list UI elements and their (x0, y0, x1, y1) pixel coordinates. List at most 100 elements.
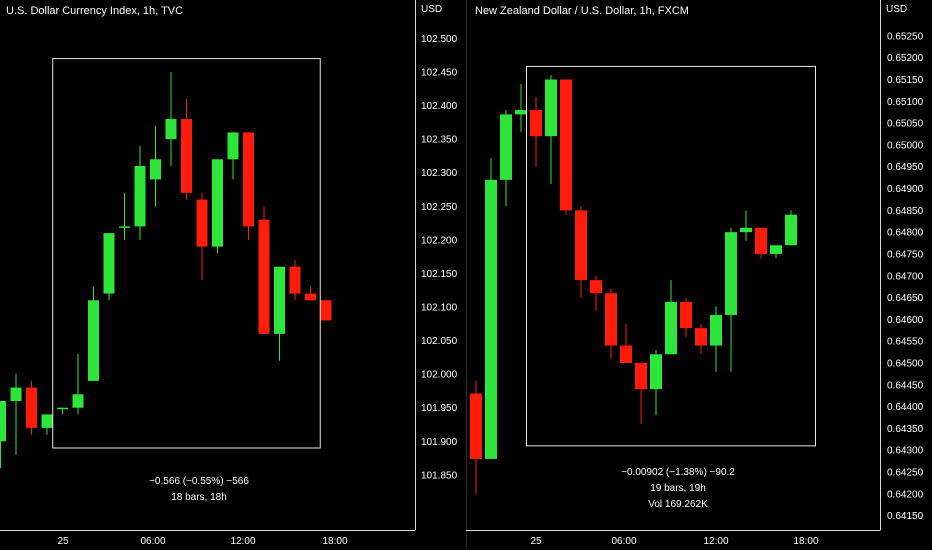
right-candle-body (725, 232, 737, 316)
right-y-tick-label: 0.65100 (887, 97, 924, 108)
left-candle-body (289, 266, 301, 294)
left-y-tick-label: 101.900 (421, 437, 458, 448)
left-y-tick-label: 102.300 (421, 168, 458, 179)
left-y-tick-label: 102.350 (421, 135, 458, 146)
left-candle-body (181, 119, 192, 193)
right-y-tick-label: 0.64200 (887, 489, 924, 500)
left-candle-body (150, 159, 161, 180)
right-candle-body (740, 227, 752, 233)
left-measure-stats: −0.566 (−0.55%) −566 18 bars, 18h (149, 474, 249, 506)
right-x-tick-label: 25 (530, 536, 542, 547)
right-x-tick-label: 12:00 (703, 536, 728, 547)
left-candle-body (305, 293, 316, 301)
left-candle-body (258, 219, 270, 334)
left-x-tick-label: 06:00 (140, 536, 165, 547)
left-measure-bars: 18 bars, 18h (171, 492, 227, 503)
left-candle-body (0, 401, 6, 442)
right-measure-volume: Vol 169.262K (648, 499, 708, 510)
left-candle-body (165, 119, 177, 140)
right-candle-body (500, 114, 512, 180)
right-y-tick-label: 0.65000 (887, 140, 924, 151)
right-x-tick-label: 18:00 (793, 536, 818, 547)
right-y-tick-label: 0.64400 (887, 402, 924, 413)
right-y-tick-label: 0.64950 (887, 162, 924, 173)
right-y-tick-label: 0.64800 (887, 228, 924, 239)
right-candle-body (770, 245, 782, 254)
left-y-tick-label: 102.250 (421, 202, 458, 213)
right-candle-body (680, 301, 692, 329)
left-y-tick-label: 102.000 (421, 370, 458, 381)
left-y-tick-label: 102.150 (421, 269, 458, 280)
right-y-tick-label: 0.64750 (887, 249, 924, 260)
right-y-tick-label: 0.64650 (887, 293, 924, 304)
left-candle-body (243, 132, 254, 227)
right-y-tick-label: 0.65050 (887, 119, 924, 130)
left-candle-body (196, 199, 208, 247)
right-y-tick-label: 0.64250 (887, 468, 924, 479)
right-candle-body (590, 280, 602, 294)
right-measure-stats: −0.00902 (−1.38%) −90.2 19 bars, 19h Vol… (621, 465, 735, 513)
right-candle-body (575, 210, 587, 281)
right-y-tick-label: 0.64450 (887, 380, 924, 391)
left-candle-body (88, 300, 99, 381)
left-x-tick-label: 18:00 (322, 536, 347, 547)
left-candle-body (227, 132, 239, 160)
left-y-tick-label: 101.850 (421, 470, 458, 481)
right-y-tick-label: 0.64150 (887, 511, 924, 522)
left-y-tick-label: 102.400 (421, 101, 458, 112)
right-candle-body (485, 179, 497, 459)
left-candle-body (212, 159, 223, 247)
right-candle-body (470, 393, 482, 459)
left-measure-box (52, 58, 321, 449)
right-y-tick-label: 0.64600 (887, 315, 924, 326)
right-chart-title: New Zealand Dollar / U.S. Dollar, 1h, FX… (475, 5, 689, 17)
right-candle-body (710, 315, 722, 346)
left-y-tick-label: 101.950 (421, 403, 458, 414)
left-candle-body (72, 394, 84, 408)
right-y-tick-label: 0.64500 (887, 358, 924, 369)
right-candle-body (560, 79, 572, 211)
right-candle-body (620, 345, 632, 363)
left-candle-body (320, 300, 332, 321)
left-y-tick-label: 102.200 (421, 235, 458, 246)
left-y-tick-label: 102.100 (421, 303, 458, 314)
right-candle-body (635, 362, 647, 390)
left-candle-body (274, 266, 285, 334)
left-measure-change: −0.566 (−0.55%) −566 (149, 476, 249, 487)
right-measure-change: −0.00902 (−1.38%) −90.2 (621, 467, 735, 478)
left-candle-body (119, 226, 130, 228)
left-currency-label: USD (421, 4, 443, 15)
right-y-tick-label: 0.64900 (887, 184, 924, 195)
left-candle-body (41, 414, 53, 428)
left-candle-body (134, 166, 146, 227)
right-y-tick-label: 0.64850 (887, 206, 924, 217)
right-y-tick-label: 0.64700 (887, 271, 924, 282)
left-x-tick-label: 25 (57, 536, 69, 547)
right-y-tick-label: 0.64550 (887, 337, 924, 348)
right-candle-body (695, 328, 707, 346)
right-measure-box (526, 65, 816, 447)
left-candle-body (26, 387, 37, 428)
right-y-tick-label: 0.65250 (887, 31, 924, 42)
right-candle-body (650, 354, 662, 390)
right-y-tick-label: 0.64300 (887, 446, 924, 457)
left-y-tick-label: 102.050 (421, 336, 458, 347)
left-chart-title: U.S. Dollar Currency Index, 1h, TVC (6, 5, 184, 17)
right-measure-bars: 19 bars, 19h (650, 483, 706, 494)
left-candle-body (57, 407, 68, 410)
right-candle-body (530, 110, 542, 137)
right-candle-body (785, 214, 797, 246)
right-candle-body (545, 79, 557, 137)
right-candle-body (605, 293, 617, 346)
right-candle-body (515, 110, 527, 115)
right-y-tick-label: 0.65150 (887, 75, 924, 86)
left-candle-body (103, 233, 115, 294)
left-y-tick-label: 102.500 (421, 34, 458, 45)
right-candle-body (665, 301, 677, 355)
left-y-tick-label: 102.450 (421, 68, 458, 79)
left-x-tick-label: 12:00 (230, 536, 255, 547)
right-candle-body (755, 227, 767, 254)
left-candle-body (10, 387, 22, 401)
right-y-tick-label: 0.64350 (887, 424, 924, 435)
